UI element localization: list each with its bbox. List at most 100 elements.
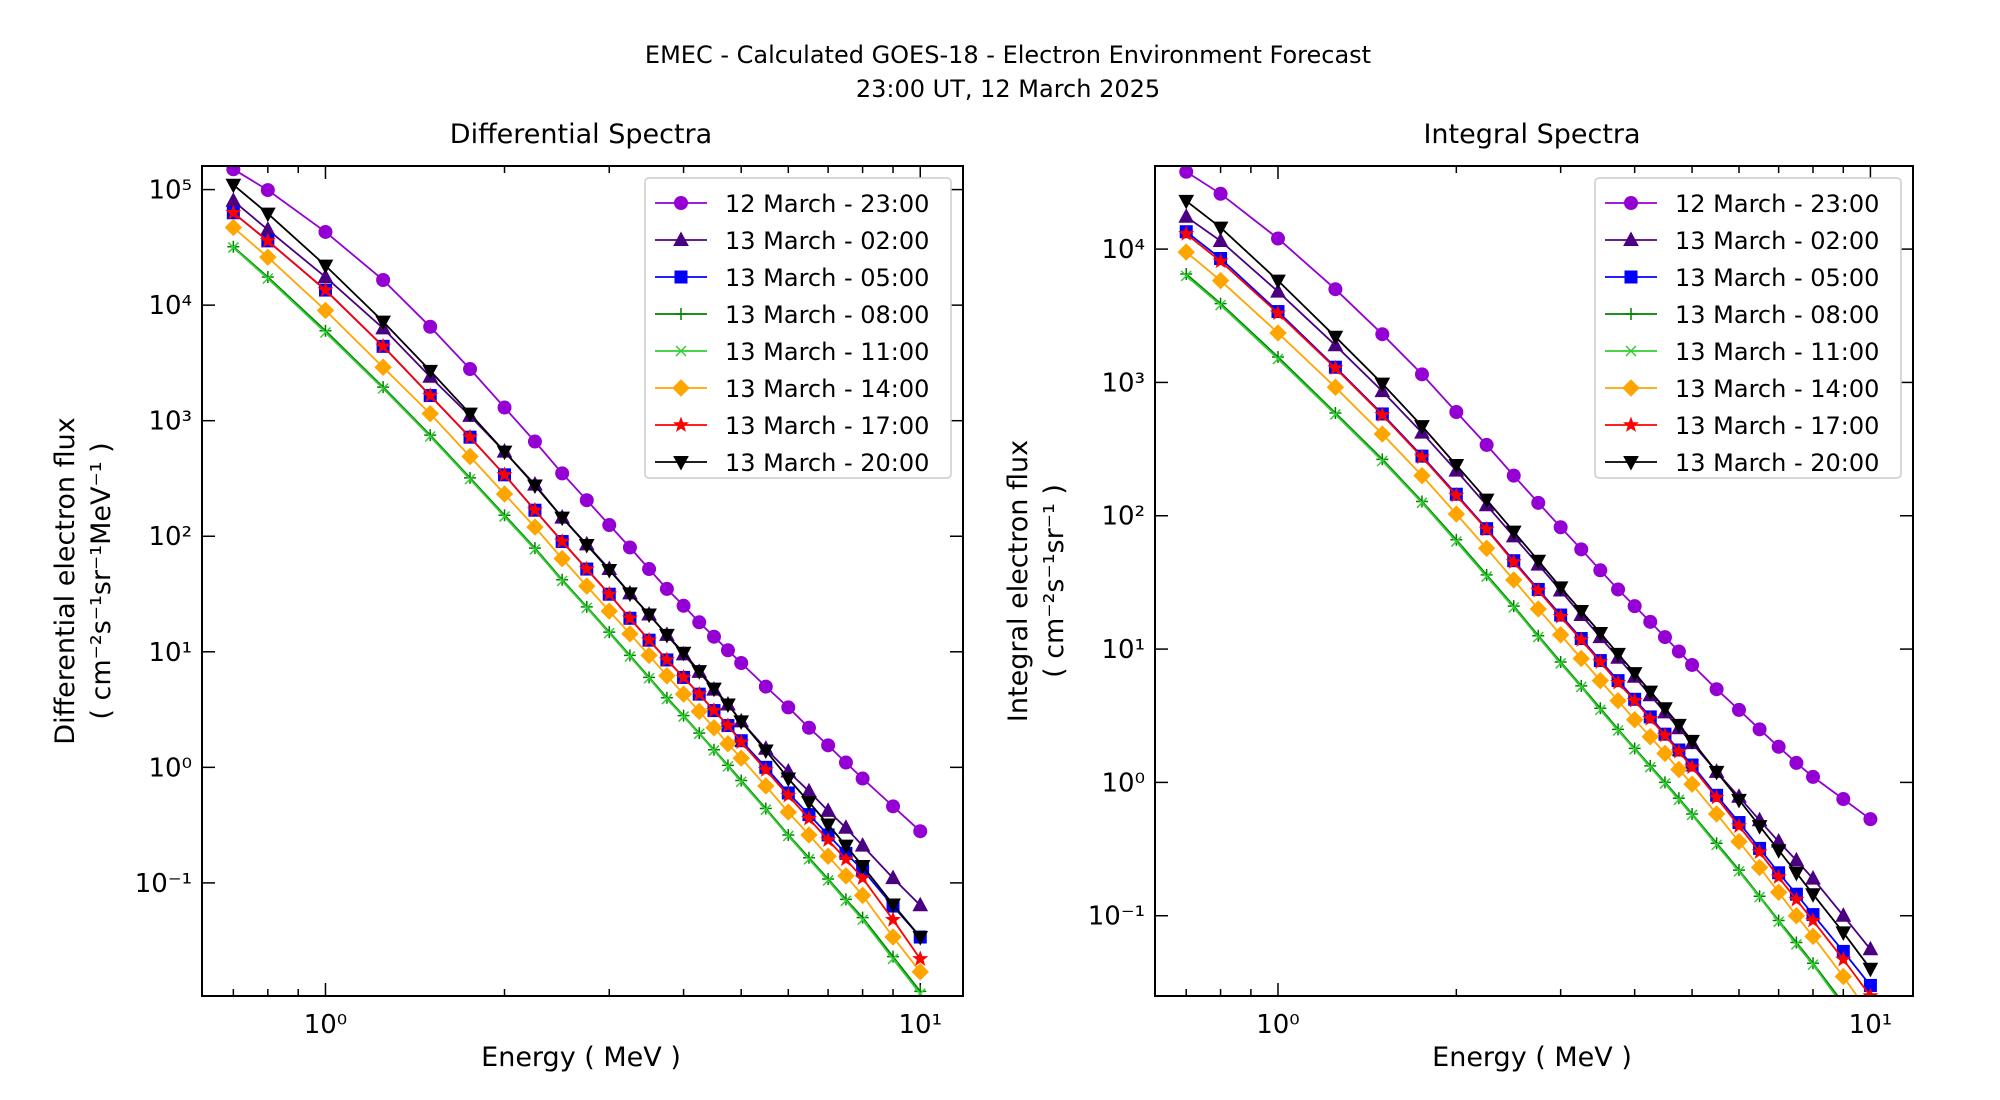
data-point xyxy=(1505,571,1523,589)
legend-entry-13-march-14-00: 13 March - 14:00 xyxy=(1605,375,1879,403)
legend-marker xyxy=(672,416,690,432)
data-point xyxy=(1787,907,1806,925)
y-tick-label: 10⁰ xyxy=(148,753,192,783)
data-point xyxy=(1835,907,1852,922)
data-point xyxy=(1862,962,1879,978)
series-12-march-23-00 xyxy=(226,166,928,839)
y-tick-label: 10³ xyxy=(1101,368,1145,398)
data-point xyxy=(757,744,774,760)
data-point xyxy=(1672,792,1685,805)
data-point xyxy=(1671,718,1687,734)
y-tick-label: 10² xyxy=(148,522,192,552)
data-point xyxy=(1750,858,1769,877)
data-point xyxy=(1449,405,1464,420)
plot-area xyxy=(1177,166,1879,996)
data-point xyxy=(675,646,692,662)
data-point xyxy=(691,685,708,701)
data-point xyxy=(838,839,854,855)
data-point xyxy=(579,493,594,508)
legend-marker xyxy=(1623,231,1639,246)
data-point xyxy=(1788,891,1805,907)
differential-spectra-panel: Differential Spectra Energy ( MeV ) Diff… xyxy=(50,119,964,1073)
data-point xyxy=(1790,936,1803,949)
legend-label: 13 March - 20:00 xyxy=(725,449,929,477)
y-tick-label: 10¹ xyxy=(1101,635,1145,665)
data-point xyxy=(1711,839,1723,851)
data-point xyxy=(556,575,568,587)
legend-label: 13 March - 05:00 xyxy=(725,264,929,292)
y-tick-label: 10⁻¹ xyxy=(135,869,192,899)
data-point xyxy=(1670,760,1688,779)
data-point xyxy=(706,629,721,644)
data-point xyxy=(1752,722,1767,737)
data-point xyxy=(1505,553,1522,569)
data-point xyxy=(853,886,872,905)
y-tick-label: 10⁴ xyxy=(1101,235,1145,265)
data-point xyxy=(1656,726,1674,743)
legend-entry-13-march-02-00: 13 March - 02:00 xyxy=(1605,227,1879,255)
legend-label: 13 March - 17:00 xyxy=(725,412,929,440)
legend-label: 13 March - 14:00 xyxy=(1675,375,1879,403)
data-point xyxy=(912,950,929,966)
data-point xyxy=(527,479,543,495)
data-point xyxy=(719,717,736,733)
data-point xyxy=(1211,271,1230,290)
data-point xyxy=(622,540,637,555)
data-point xyxy=(840,895,852,907)
data-point xyxy=(1731,793,1747,809)
data-point xyxy=(1642,685,1659,701)
data-point xyxy=(1552,581,1569,596)
data-point xyxy=(526,518,544,536)
data-point xyxy=(1626,692,1643,708)
data-point xyxy=(377,381,390,394)
data-point xyxy=(1862,940,1879,956)
y-tick-label: 10⁴ xyxy=(148,291,192,321)
data-point xyxy=(1179,166,1194,179)
legend-label: 13 March - 14:00 xyxy=(725,375,929,403)
data-point xyxy=(260,183,275,198)
legend-marker xyxy=(1622,379,1640,397)
data-point xyxy=(422,364,439,380)
legend-marker xyxy=(673,231,689,246)
legend-entry-13-march-20-00: 13 March - 20:00 xyxy=(655,449,929,477)
data-point xyxy=(1770,844,1787,859)
data-point xyxy=(801,796,817,811)
data-point xyxy=(733,733,750,750)
data-point xyxy=(1551,626,1570,644)
axes-frame xyxy=(1154,165,1914,997)
data-point xyxy=(527,434,542,449)
data-point xyxy=(1643,614,1658,629)
data-point xyxy=(1212,252,1229,269)
x-tick-label: 10¹ xyxy=(898,1010,942,1040)
data-point xyxy=(374,358,392,376)
legend-entry-13-march-11-00: 13 March - 11:00 xyxy=(655,338,929,366)
data-point xyxy=(1708,789,1725,805)
figure-title-line1: EMEC - Calculated GOES-18 - Electron Env… xyxy=(645,41,1371,69)
x-axis-label: Energy ( MeV ) xyxy=(481,1042,681,1073)
data-point xyxy=(1374,377,1391,393)
data-point xyxy=(1178,208,1195,223)
data-point xyxy=(779,803,798,821)
data-point xyxy=(1629,743,1641,755)
data-point xyxy=(1572,649,1590,668)
data-point xyxy=(554,511,570,527)
data-point xyxy=(1835,926,1852,941)
data-point xyxy=(621,609,638,626)
data-point xyxy=(1271,351,1284,364)
data-point xyxy=(1670,743,1687,759)
data-point xyxy=(1329,408,1341,420)
data-point xyxy=(464,473,476,485)
data-point xyxy=(1609,691,1627,710)
data-point xyxy=(1788,866,1805,882)
data-point xyxy=(496,466,513,482)
data-point xyxy=(661,693,673,705)
data-point xyxy=(705,719,723,737)
legend-label: 13 March - 11:00 xyxy=(725,338,929,366)
legend-entry-13-march-17-00: 13 March - 17:00 xyxy=(1605,412,1879,440)
data-point xyxy=(1707,805,1726,823)
data-point xyxy=(803,853,815,865)
data-point xyxy=(692,615,707,630)
data-point xyxy=(262,272,274,285)
data-point xyxy=(1836,792,1851,807)
